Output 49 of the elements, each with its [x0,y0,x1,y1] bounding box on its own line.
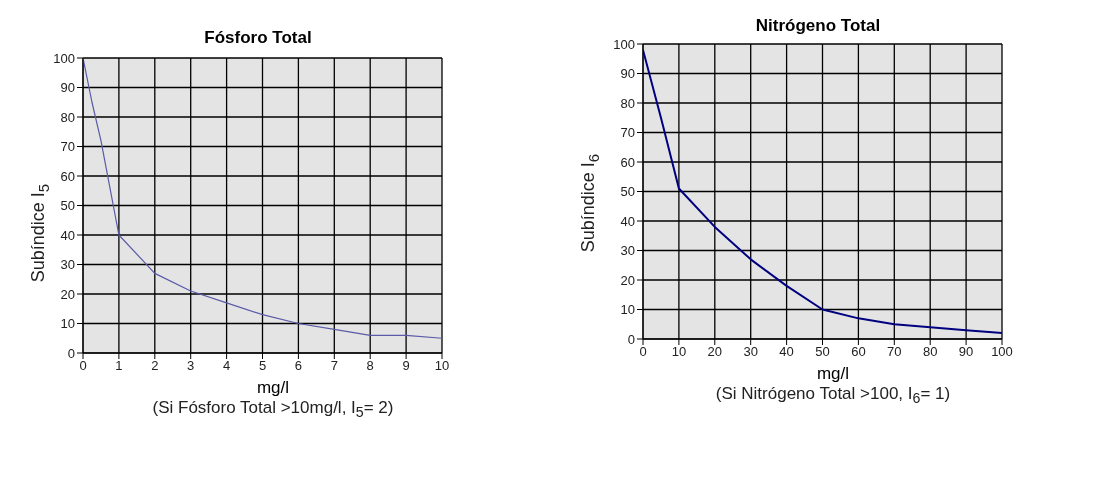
y-tick-label: 10 [620,302,635,318]
y-tick-label: 90 [60,80,75,96]
x-tick-label: 20 [707,344,723,360]
x-tick-label: 3 [187,358,195,374]
y-tick-label: 30 [620,243,635,259]
x-tick-label: 50 [815,344,830,360]
x-tick-label: 0 [639,344,647,360]
y-tick-label: 50 [620,184,635,200]
chart-title: Nitrógeno Total [754,16,882,36]
x-tick-label: 2 [151,358,159,374]
x-tick-label: 80 [922,344,938,360]
x-tick-label: 7 [330,358,338,374]
x-tick-label: 4 [222,358,231,374]
x-tick-label: 5 [258,358,267,374]
y-tick-label: 50 [60,198,75,214]
x-tick-label: 1 [115,358,123,374]
y-tick-label: 40 [620,213,635,229]
x-tick-label: 40 [779,344,794,360]
x-tick-label: 10 [434,358,450,374]
y-tick-label: 90 [620,66,635,82]
x-tick-label: 70 [887,344,902,360]
x-axis-title: mg/l [815,364,851,384]
x-tick-label: 10 [671,344,687,360]
y-tick-label: 10 [60,316,75,332]
x-tick-label: 6 [294,358,303,374]
x-tick-label: 0 [79,358,87,374]
y-tick-label: 100 [613,36,635,52]
y-tick-label: 100 [53,50,75,66]
y-tick-label: 80 [620,95,635,111]
y-tick-label: 60 [620,154,635,170]
x-tick-label: 100 [991,344,1013,360]
chart-title: Fósforo Total [203,28,313,48]
y-tick-label: 60 [60,168,75,184]
x-tick-label: 9 [402,358,410,374]
y-tick-label: 40 [60,227,75,243]
x-tick-label: 30 [743,344,758,360]
y-tick-label: 20 [60,286,75,302]
y-tick-label: 20 [620,272,635,288]
y-tick-label: 70 [60,139,75,155]
text: (Si Fósforo Total >10mg/l, I$_{5}$= 2) [151,398,395,421]
x-tick-label: 60 [851,344,866,360]
x-tick-label: 8 [366,358,374,374]
y-tick-label: 80 [60,109,75,125]
x-tick-label: 90 [958,344,974,360]
y-tick-label: 70 [620,125,635,141]
y-tick-label: 30 [60,257,75,273]
x-axis-title: mg/l [255,378,291,398]
y-tick-label: 0 [627,331,635,347]
text: (Si Nitrógeno Total >100, I$_{6}$= 1) [714,384,952,407]
